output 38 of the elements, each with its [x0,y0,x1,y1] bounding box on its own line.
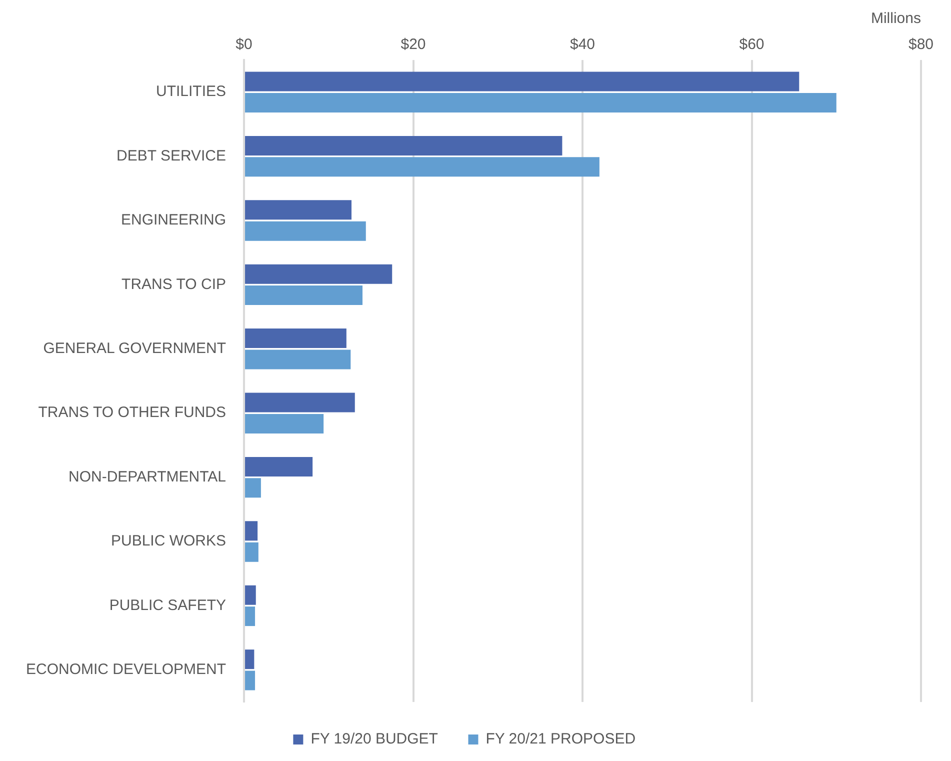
y-tick-label: UTILITIES [156,83,226,100]
y-tick-label: PUBLIC WORKS [110,532,226,550]
bar [245,414,324,434]
bar [245,286,362,306]
bar [245,92,836,112]
bar [245,72,800,92]
bar [245,200,352,220]
x-tick-label: $0 [236,36,252,54]
y-tick-label: TRANS TO CIP [122,276,226,293]
bar [245,650,254,670]
x-axis-title: Millions [870,10,921,28]
bar [245,392,355,412]
bar [245,350,351,370]
bar [245,478,261,498]
y-tick-label: GENERAL GOVERNMENT [43,340,226,358]
bar [245,264,392,284]
y-tick-label: NON-DEPARTMENTAL [68,468,226,486]
legend-label: FY 19/20 BUDGET [310,730,438,748]
bar [245,542,258,562]
legend-label: FY 20/21 PROPOSED [486,730,636,748]
bar [245,157,600,177]
y-tick-label: PUBLIC SAFETY [109,596,226,614]
y-tick-label: TRANS TO OTHER FUNDS [38,404,226,422]
y-tick-label: DEBT SERVICE [116,147,226,164]
x-tick-label: $20 [400,36,426,54]
y-tick-label: ENGINEERING [121,212,226,229]
bar [245,136,562,156]
bar [245,606,256,626]
x-tick-label: $60 [739,36,764,54]
x-tick-label: $40 [570,36,596,54]
y-tick-label: ECONOMIC DEVELOPMENT [26,661,226,678]
x-tick-label: $80 [908,36,934,54]
bar [245,328,346,348]
bar [245,221,366,241]
bar [245,456,313,476]
bar [245,521,258,541]
bar [245,670,256,690]
bar [245,585,256,605]
